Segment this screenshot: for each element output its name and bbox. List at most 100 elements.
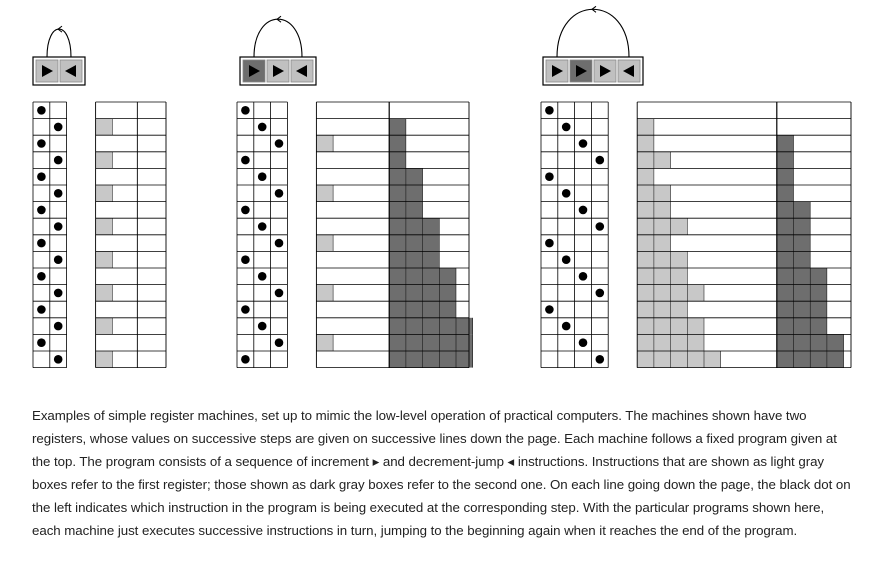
register1-cell	[670, 317, 688, 335]
active-instruction-dot	[595, 222, 605, 231]
register1-cell	[687, 284, 704, 302]
register2-cell	[793, 301, 811, 318]
active-instruction-dot	[53, 155, 63, 165]
program-frame	[32, 56, 86, 86]
register1-cell	[653, 334, 671, 351]
register2-cell	[793, 218, 811, 235]
machine-2	[236, 15, 473, 369]
active-instruction-dot	[545, 305, 554, 314]
register1-cell	[316, 234, 334, 252]
register2-cell	[810, 301, 827, 318]
active-instruction-dot	[545, 172, 554, 181]
register2-cell	[439, 301, 456, 318]
register2-cell	[389, 351, 406, 368]
active-instruction-dot	[37, 205, 46, 215]
register1-cell	[653, 151, 671, 169]
left-triangle-icon	[623, 65, 634, 77]
register1-cell	[637, 135, 654, 152]
register2-cell	[389, 218, 406, 235]
active-instruction-dot	[53, 321, 63, 331]
active-instruction-dot	[274, 139, 284, 148]
register2-cell	[389, 284, 406, 302]
active-instruction-dot	[241, 355, 250, 364]
figure-caption: Examples of simple register machines, se…	[32, 408, 851, 538]
register2-cell	[776, 301, 794, 318]
register1-cell	[637, 234, 654, 252]
active-instruction-dot	[37, 106, 46, 115]
register2-cell	[389, 251, 406, 268]
active-instruction-dot	[578, 139, 588, 148]
active-instruction-dot	[241, 106, 250, 115]
active-instruction-dot	[257, 172, 267, 181]
active-instruction-dot	[37, 338, 46, 348]
register2-cell	[776, 168, 794, 185]
register2-cell	[793, 201, 811, 219]
register2-cell	[389, 301, 406, 318]
register1-cell	[637, 151, 654, 169]
register2-cell	[405, 218, 423, 235]
register2-cell	[776, 284, 794, 302]
active-instruction-dot	[595, 355, 605, 364]
active-instruction-dot	[37, 305, 46, 314]
active-instruction-dot	[241, 205, 250, 215]
register1-cell	[670, 284, 688, 302]
register2-cell	[793, 284, 811, 302]
register2-cell	[456, 334, 473, 351]
register1-cell	[704, 351, 721, 368]
register2-cell	[422, 251, 440, 268]
active-instruction-dot	[53, 255, 63, 264]
register1-cell	[670, 334, 688, 351]
register1-cell	[653, 317, 671, 335]
active-instruction-dot	[53, 189, 63, 198]
register2-cell	[389, 234, 406, 252]
active-instruction-dot	[561, 255, 571, 264]
register1-cell	[95, 185, 113, 202]
active-instruction-dot	[241, 305, 250, 314]
right-triangle-icon	[273, 65, 284, 77]
right-triangle-icon	[576, 65, 587, 77]
active-instruction-dot	[578, 338, 588, 348]
register2-cell	[389, 151, 406, 169]
register2-cell	[405, 284, 423, 302]
register2-cell	[405, 268, 423, 285]
register1-cell	[637, 168, 654, 185]
register2-cell	[776, 234, 794, 252]
register1-cell	[637, 268, 654, 285]
register1-cell	[637, 284, 654, 302]
register2-cell	[793, 251, 811, 268]
register2-cell	[810, 284, 827, 302]
register2-cell	[422, 301, 440, 318]
active-instruction-dot	[578, 205, 588, 215]
register2-cell	[405, 351, 423, 368]
loop-arrow-icon	[253, 18, 303, 58]
register1-cell	[670, 218, 688, 235]
register1-cell	[653, 201, 671, 219]
active-instruction-dot	[595, 155, 605, 165]
register2-cell	[776, 135, 794, 152]
active-instruction-dot	[595, 288, 605, 298]
register2-cell	[456, 317, 473, 335]
register1-cell	[95, 317, 113, 335]
active-instruction-dot	[545, 106, 554, 115]
register1-cell	[95, 351, 113, 368]
register1-cell	[670, 351, 688, 368]
loop-arrow-icon	[46, 28, 72, 58]
machine-1	[32, 25, 167, 369]
register1-cell	[653, 185, 671, 202]
register1-cell	[316, 284, 334, 302]
register2-cell	[439, 317, 456, 335]
register1-cell	[637, 251, 654, 268]
left-triangle-icon	[65, 65, 76, 77]
loop-arrow-icon	[556, 8, 630, 58]
register2-cell	[405, 185, 423, 202]
register2-cell	[439, 334, 456, 351]
register1-cell	[316, 135, 334, 152]
register2-cell	[776, 251, 794, 268]
register2-cell	[439, 284, 456, 302]
register1-cell	[95, 251, 113, 268]
register2-cell	[826, 351, 844, 368]
register2-cell	[793, 334, 811, 351]
register2-cell	[810, 351, 827, 368]
active-instruction-dot	[257, 272, 267, 281]
register1-cell	[95, 118, 113, 136]
